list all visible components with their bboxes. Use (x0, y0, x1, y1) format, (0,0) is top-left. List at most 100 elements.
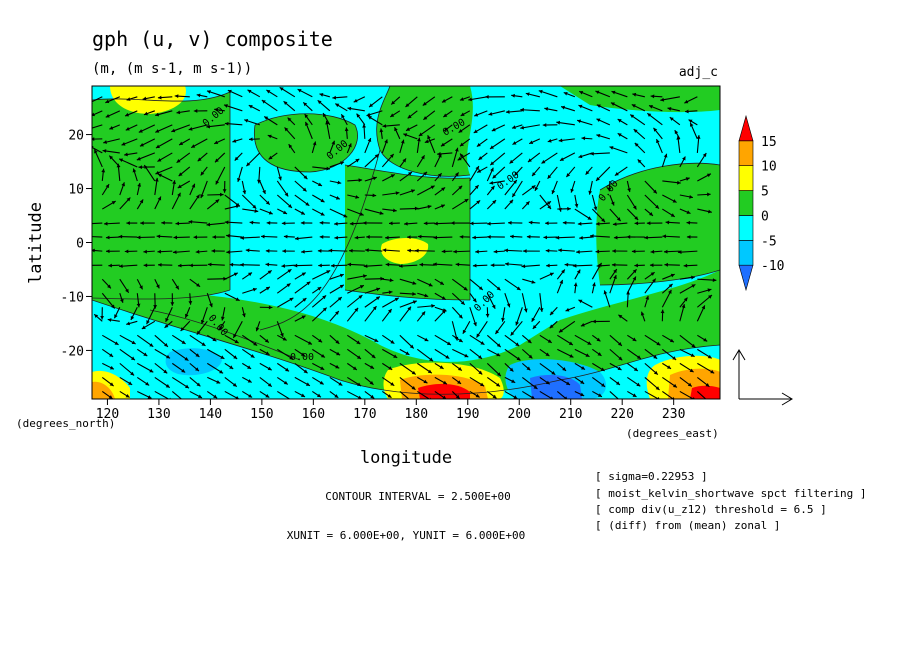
wind-vector (469, 307, 477, 327)
wind-vector (452, 198, 469, 210)
wind-vector (427, 135, 436, 154)
wind-vector (101, 183, 110, 196)
wind-vector (632, 92, 645, 98)
wind-vector (661, 153, 668, 168)
wind-vector (609, 376, 621, 386)
wind-vector (662, 194, 677, 203)
wind-vector (137, 390, 152, 399)
wind-vector (469, 362, 483, 375)
wind-vector (457, 152, 471, 161)
wind-vector (494, 320, 506, 335)
wind-vector (626, 180, 631, 193)
wind-vector (696, 135, 701, 153)
x-tick-label: 180 (405, 407, 428, 422)
wind-vector (312, 362, 325, 371)
wind-vector (551, 180, 558, 195)
wind-vector (188, 124, 208, 131)
fill-pos-central (345, 165, 470, 300)
wind-vector (259, 286, 271, 294)
wind-vector (266, 89, 278, 98)
colorbar-segment (738, 264, 754, 292)
wind-vector (240, 262, 260, 267)
wind-vector (154, 278, 160, 289)
wind-vector (541, 152, 558, 164)
wind-vector (224, 272, 239, 280)
wind-vector (382, 297, 400, 308)
wind-vector (451, 172, 460, 182)
wind-vector (312, 166, 331, 171)
wind-vector (101, 390, 113, 399)
wind-vector (347, 334, 361, 345)
wind-vector (381, 139, 388, 154)
wind-vector (362, 221, 383, 225)
wind-vector (247, 89, 261, 98)
wind-vector (609, 146, 628, 154)
wind-vector (368, 96, 383, 108)
x-tick-label: 200 (508, 407, 531, 422)
wind-vector (171, 180, 177, 196)
wind-vector (312, 180, 323, 187)
wind-vector (697, 278, 717, 283)
colorbar-tick-label: -10 (761, 259, 784, 274)
wind-vector (103, 221, 120, 226)
wind-vector (346, 307, 359, 322)
wind-vector (469, 348, 483, 360)
wind-vector (416, 137, 421, 153)
wind-vector (459, 153, 471, 168)
zero-contour-label: 0.00 (290, 352, 314, 363)
wind-vector (334, 235, 348, 240)
wind-vector (266, 220, 278, 225)
wind-vector (304, 113, 313, 126)
wind-vector (154, 177, 159, 196)
wind-vector (188, 219, 208, 224)
plot-area: 0.000.000.000.00 0.000.000.000.00 (92, 86, 720, 399)
x-tick-label: 130 (147, 407, 170, 422)
wind-vector (171, 278, 180, 290)
wind-vector (490, 263, 505, 268)
wind-vector (539, 200, 552, 210)
wind-vector (440, 138, 453, 147)
wind-vector (277, 348, 294, 360)
wind-vector (172, 334, 186, 345)
wind-vector (347, 348, 362, 360)
wind-vector (399, 300, 417, 308)
wind-vector (347, 376, 362, 387)
wind-vector (265, 262, 278, 267)
wind-vector (578, 299, 593, 308)
wind-vector (578, 152, 593, 159)
wind-vector (347, 194, 360, 199)
wind-vector (277, 208, 288, 215)
wind-vector (574, 334, 592, 346)
wind-vector (136, 293, 141, 308)
wind-vector (284, 127, 296, 140)
wind-vector (511, 93, 523, 98)
fill-pos-north-west (254, 113, 358, 172)
wind-vector (157, 262, 173, 267)
wind-vector (101, 278, 112, 289)
wind-vector (549, 306, 558, 316)
wind-vector (590, 234, 610, 238)
wind-vector (504, 179, 518, 196)
wind-vector (434, 204, 446, 210)
wind-vector (224, 204, 240, 210)
wind-vector (241, 194, 257, 210)
wind-vector (241, 272, 253, 280)
wind-vector (317, 248, 330, 253)
wind-vector (381, 308, 393, 322)
wind-vector (610, 102, 628, 112)
wind-vector (510, 234, 523, 239)
wind-vector (662, 234, 680, 239)
wind-vector (487, 376, 501, 387)
wind-vector (364, 305, 377, 322)
wind-vector (227, 89, 243, 98)
wind-vector (267, 134, 278, 140)
x-tick-label: 140 (199, 407, 222, 422)
wind-vector (676, 135, 681, 153)
wind-vector (172, 376, 190, 389)
wind-vector (294, 236, 313, 241)
wind-vector (459, 138, 471, 147)
wind-vector (136, 199, 144, 210)
wind-vector (515, 307, 523, 326)
wind-vector (364, 362, 375, 370)
wind-vector (697, 192, 711, 197)
